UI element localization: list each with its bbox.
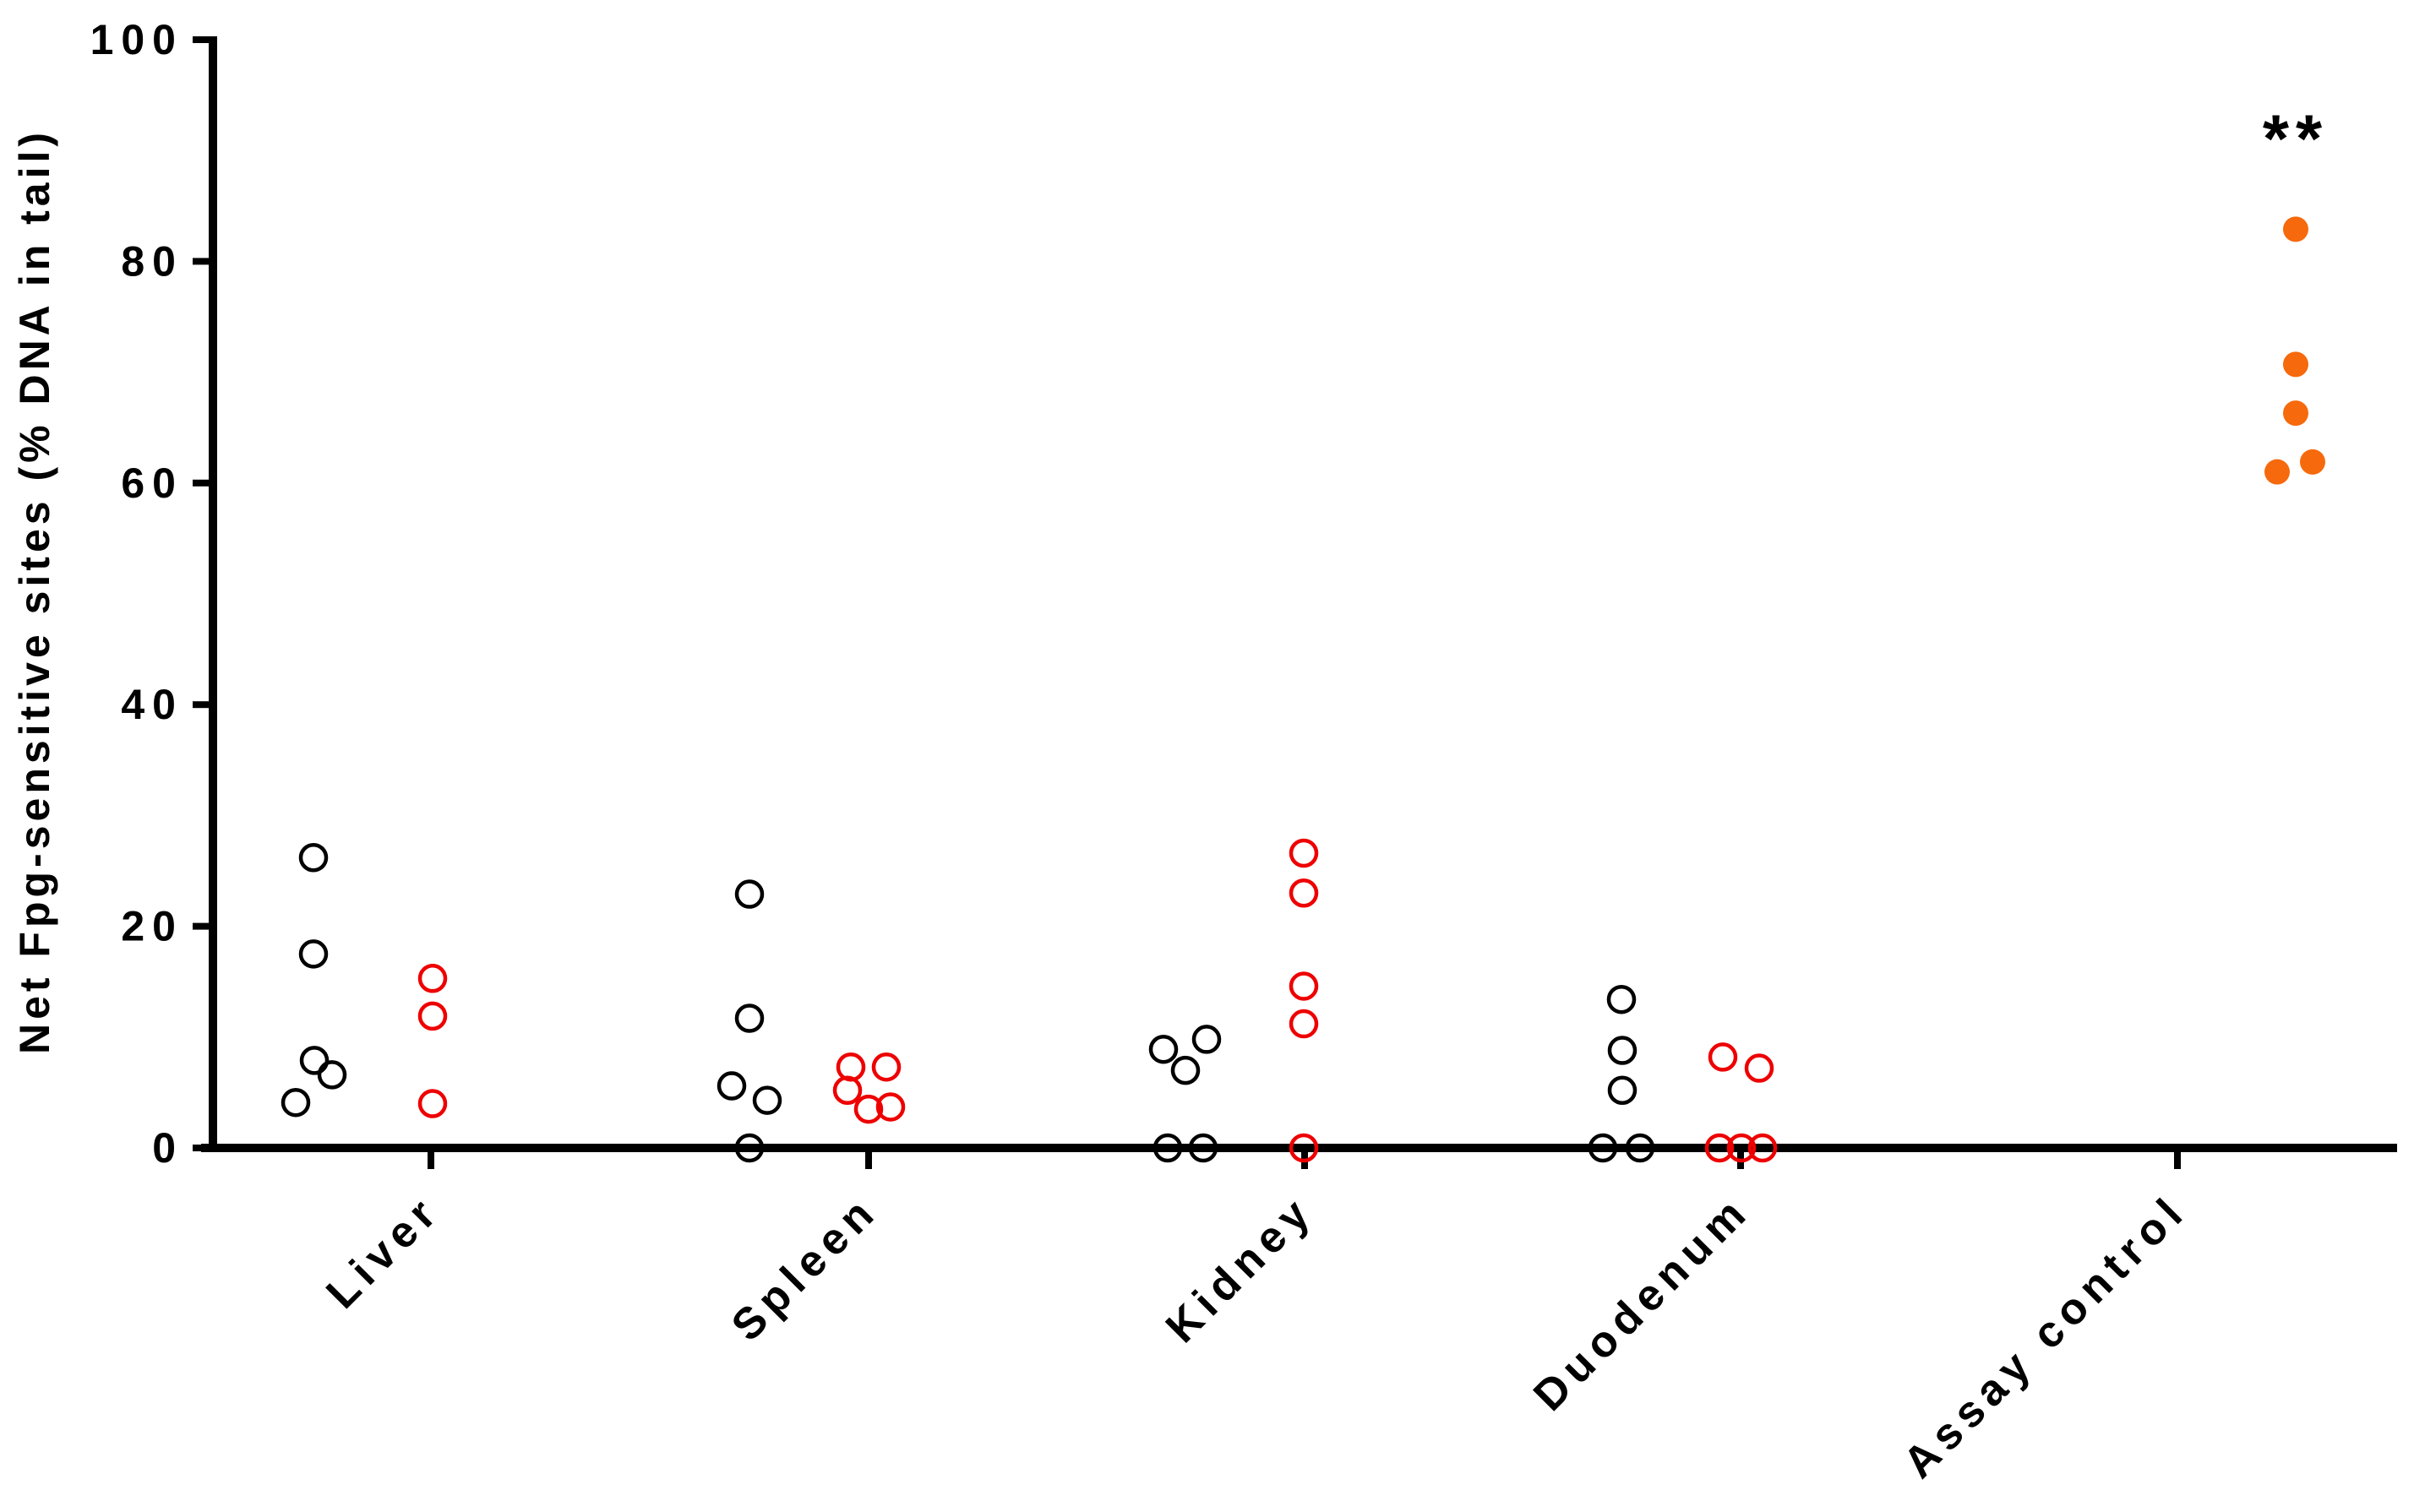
data-point-black: [298, 843, 329, 873]
data-point-black: [1188, 1133, 1218, 1163]
x-tick: [2174, 1152, 2181, 1169]
data-point-red: [1704, 1133, 1735, 1163]
data-point-red: [1747, 1133, 1778, 1163]
y-tick: [193, 479, 209, 487]
data-point-red: [1289, 1009, 1319, 1039]
y-axis-line: [209, 36, 217, 1152]
data-point-red: [1289, 838, 1319, 868]
data-point-black: [299, 1046, 330, 1075]
data-point-red: [1289, 971, 1319, 1001]
data-point-black: [1607, 1036, 1637, 1065]
x-axis-line: [201, 1144, 2397, 1152]
data-point-black: [752, 1085, 782, 1115]
data-point-black: [317, 1060, 347, 1090]
y-tick: [193, 1145, 209, 1151]
data-point-orange: [2283, 400, 2308, 427]
data-point-black: [1191, 1025, 1222, 1054]
data-point-black: [1625, 1133, 1655, 1163]
data-point-black: [1153, 1133, 1183, 1163]
data-point-black: [1606, 984, 1637, 1014]
data-points: [281, 216, 2325, 1163]
data-point-orange: [2283, 351, 2308, 378]
y-tick-label: 20: [121, 903, 183, 950]
data-point-black: [734, 1133, 765, 1163]
data-point-red: [1726, 1133, 1757, 1163]
data-point-black: [1148, 1034, 1179, 1064]
y-tick: [193, 258, 209, 265]
data-point-red: [875, 1092, 906, 1122]
data-point-red: [1289, 878, 1319, 908]
data-point-black: [734, 879, 765, 909]
data-point-red: [1744, 1053, 1774, 1083]
data-point-red: [417, 1089, 448, 1118]
data-point-red: [1708, 1042, 1738, 1072]
data-point-red: [417, 964, 448, 993]
data-point-red: [832, 1075, 863, 1106]
data-point-black: [281, 1087, 311, 1118]
annotations: **: [2263, 101, 2329, 176]
data-point-red: [417, 1001, 448, 1031]
data-point-black: [717, 1071, 747, 1101]
y-tick: [193, 36, 209, 43]
y-axis-ticks: [193, 36, 209, 1151]
y-tick: [193, 701, 209, 709]
data-point-black: [734, 1003, 765, 1033]
y-axis-tick-labels: 0 20 40 60 80 100: [90, 16, 183, 1172]
data-point-orange: [2264, 459, 2290, 485]
y-tick-label: 60: [121, 460, 183, 507]
data-point-black: [1170, 1055, 1201, 1085]
data-point-red: [1289, 1133, 1319, 1163]
data-point-black: [1588, 1133, 1618, 1163]
y-tick-label: 80: [121, 237, 183, 285]
data-point-black: [1607, 1075, 1637, 1106]
data-point-red: [871, 1052, 902, 1082]
x-tick: [428, 1152, 434, 1169]
y-tick: [193, 922, 209, 930]
data-point-black: [298, 939, 329, 969]
data-point-orange: [2283, 216, 2308, 242]
data-point-red: [853, 1094, 884, 1124]
significance-marker: **: [2263, 101, 2329, 176]
x-tick: [865, 1152, 872, 1169]
y-tick-label: 100: [90, 16, 183, 63]
y-tick-label: 40: [121, 681, 183, 728]
y-tick-label: 0: [152, 1124, 183, 1172]
data-point-orange: [2300, 449, 2325, 475]
axes: [201, 36, 2397, 1152]
y-axis-title: Net Fpg-sensitive sites (% DNA in tail): [11, 128, 58, 1054]
